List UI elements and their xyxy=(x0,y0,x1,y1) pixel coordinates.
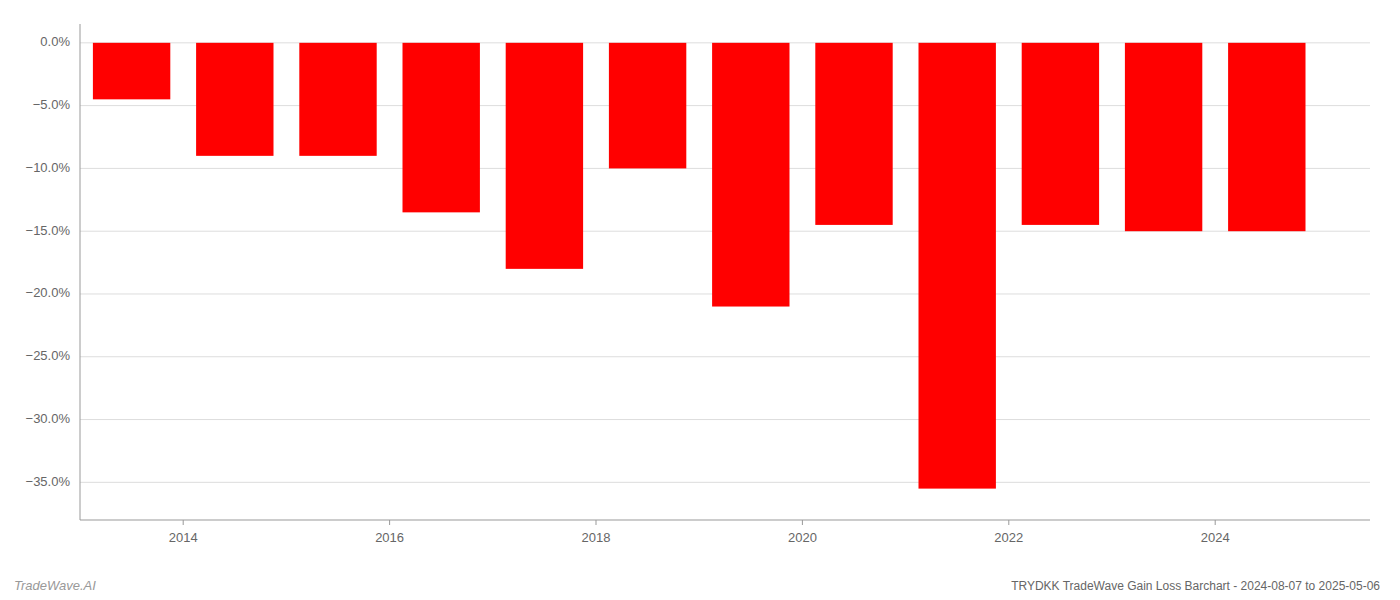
title: TRYDKK TradeWave Gain Loss Barchart - 20… xyxy=(1011,579,1380,593)
x-tick-label: 2020 xyxy=(788,530,817,545)
x-tick-label: 2024 xyxy=(1201,530,1230,545)
bar xyxy=(1125,43,1202,231)
background xyxy=(0,0,1400,600)
grid-line xyxy=(80,482,1370,483)
y-axis-line xyxy=(80,24,81,520)
y-tick-label: −30.0% xyxy=(26,411,71,426)
bar xyxy=(506,43,583,269)
bar xyxy=(93,43,170,100)
chart-svg: 0.0% −5.0% −10.0% −15.0% −20.0% −25.0% −30.0% −… xyxy=(0,0,1400,600)
y-axis: 0.0% −5.0% −10.0% −15.0% −20.0% −25.0% −30.0% −… xyxy=(26,24,80,520)
x-axis-line xyxy=(80,520,1370,521)
x-tick-label: 2022 xyxy=(994,530,1023,545)
bar xyxy=(712,43,789,307)
chart-container: 0.0% −5.0% −10.0% −15.0% −20.0% −25.0% −30.0% −… xyxy=(0,0,1400,600)
watermark: TradeWave.AI xyxy=(14,578,96,593)
bars xyxy=(93,43,1306,489)
grid-line xyxy=(80,356,1370,357)
grid xyxy=(80,43,1370,482)
x-tick-label: 2014 xyxy=(169,530,198,545)
y-tick-label: −35.0% xyxy=(26,474,71,489)
x-tick xyxy=(1215,520,1216,525)
y-tick-label: −10.0% xyxy=(26,160,71,175)
x-tick xyxy=(183,520,184,525)
x-tick xyxy=(1008,520,1009,525)
x-tick-label: 2018 xyxy=(582,530,611,545)
x-tick-label: 2016 xyxy=(375,530,404,545)
bar xyxy=(196,43,273,156)
bar xyxy=(609,43,686,169)
x-tick xyxy=(389,520,390,525)
x-tick xyxy=(802,520,803,525)
bar xyxy=(299,43,376,156)
bar xyxy=(1022,43,1099,225)
x-axis: 2014 2016 2018 2020 2022 2024 xyxy=(80,520,1370,545)
bar xyxy=(1228,43,1305,231)
grid-line xyxy=(80,419,1370,420)
bar xyxy=(815,43,892,225)
y-tick-label: −5.0% xyxy=(33,97,71,112)
y-tick-label: 0.0% xyxy=(40,34,70,49)
y-tick-label: −20.0% xyxy=(26,285,71,300)
bar xyxy=(919,43,996,489)
bar xyxy=(403,43,480,213)
y-tick-label: −15.0% xyxy=(26,223,71,238)
y-tick-label: −25.0% xyxy=(26,348,71,363)
x-tick xyxy=(596,520,597,525)
